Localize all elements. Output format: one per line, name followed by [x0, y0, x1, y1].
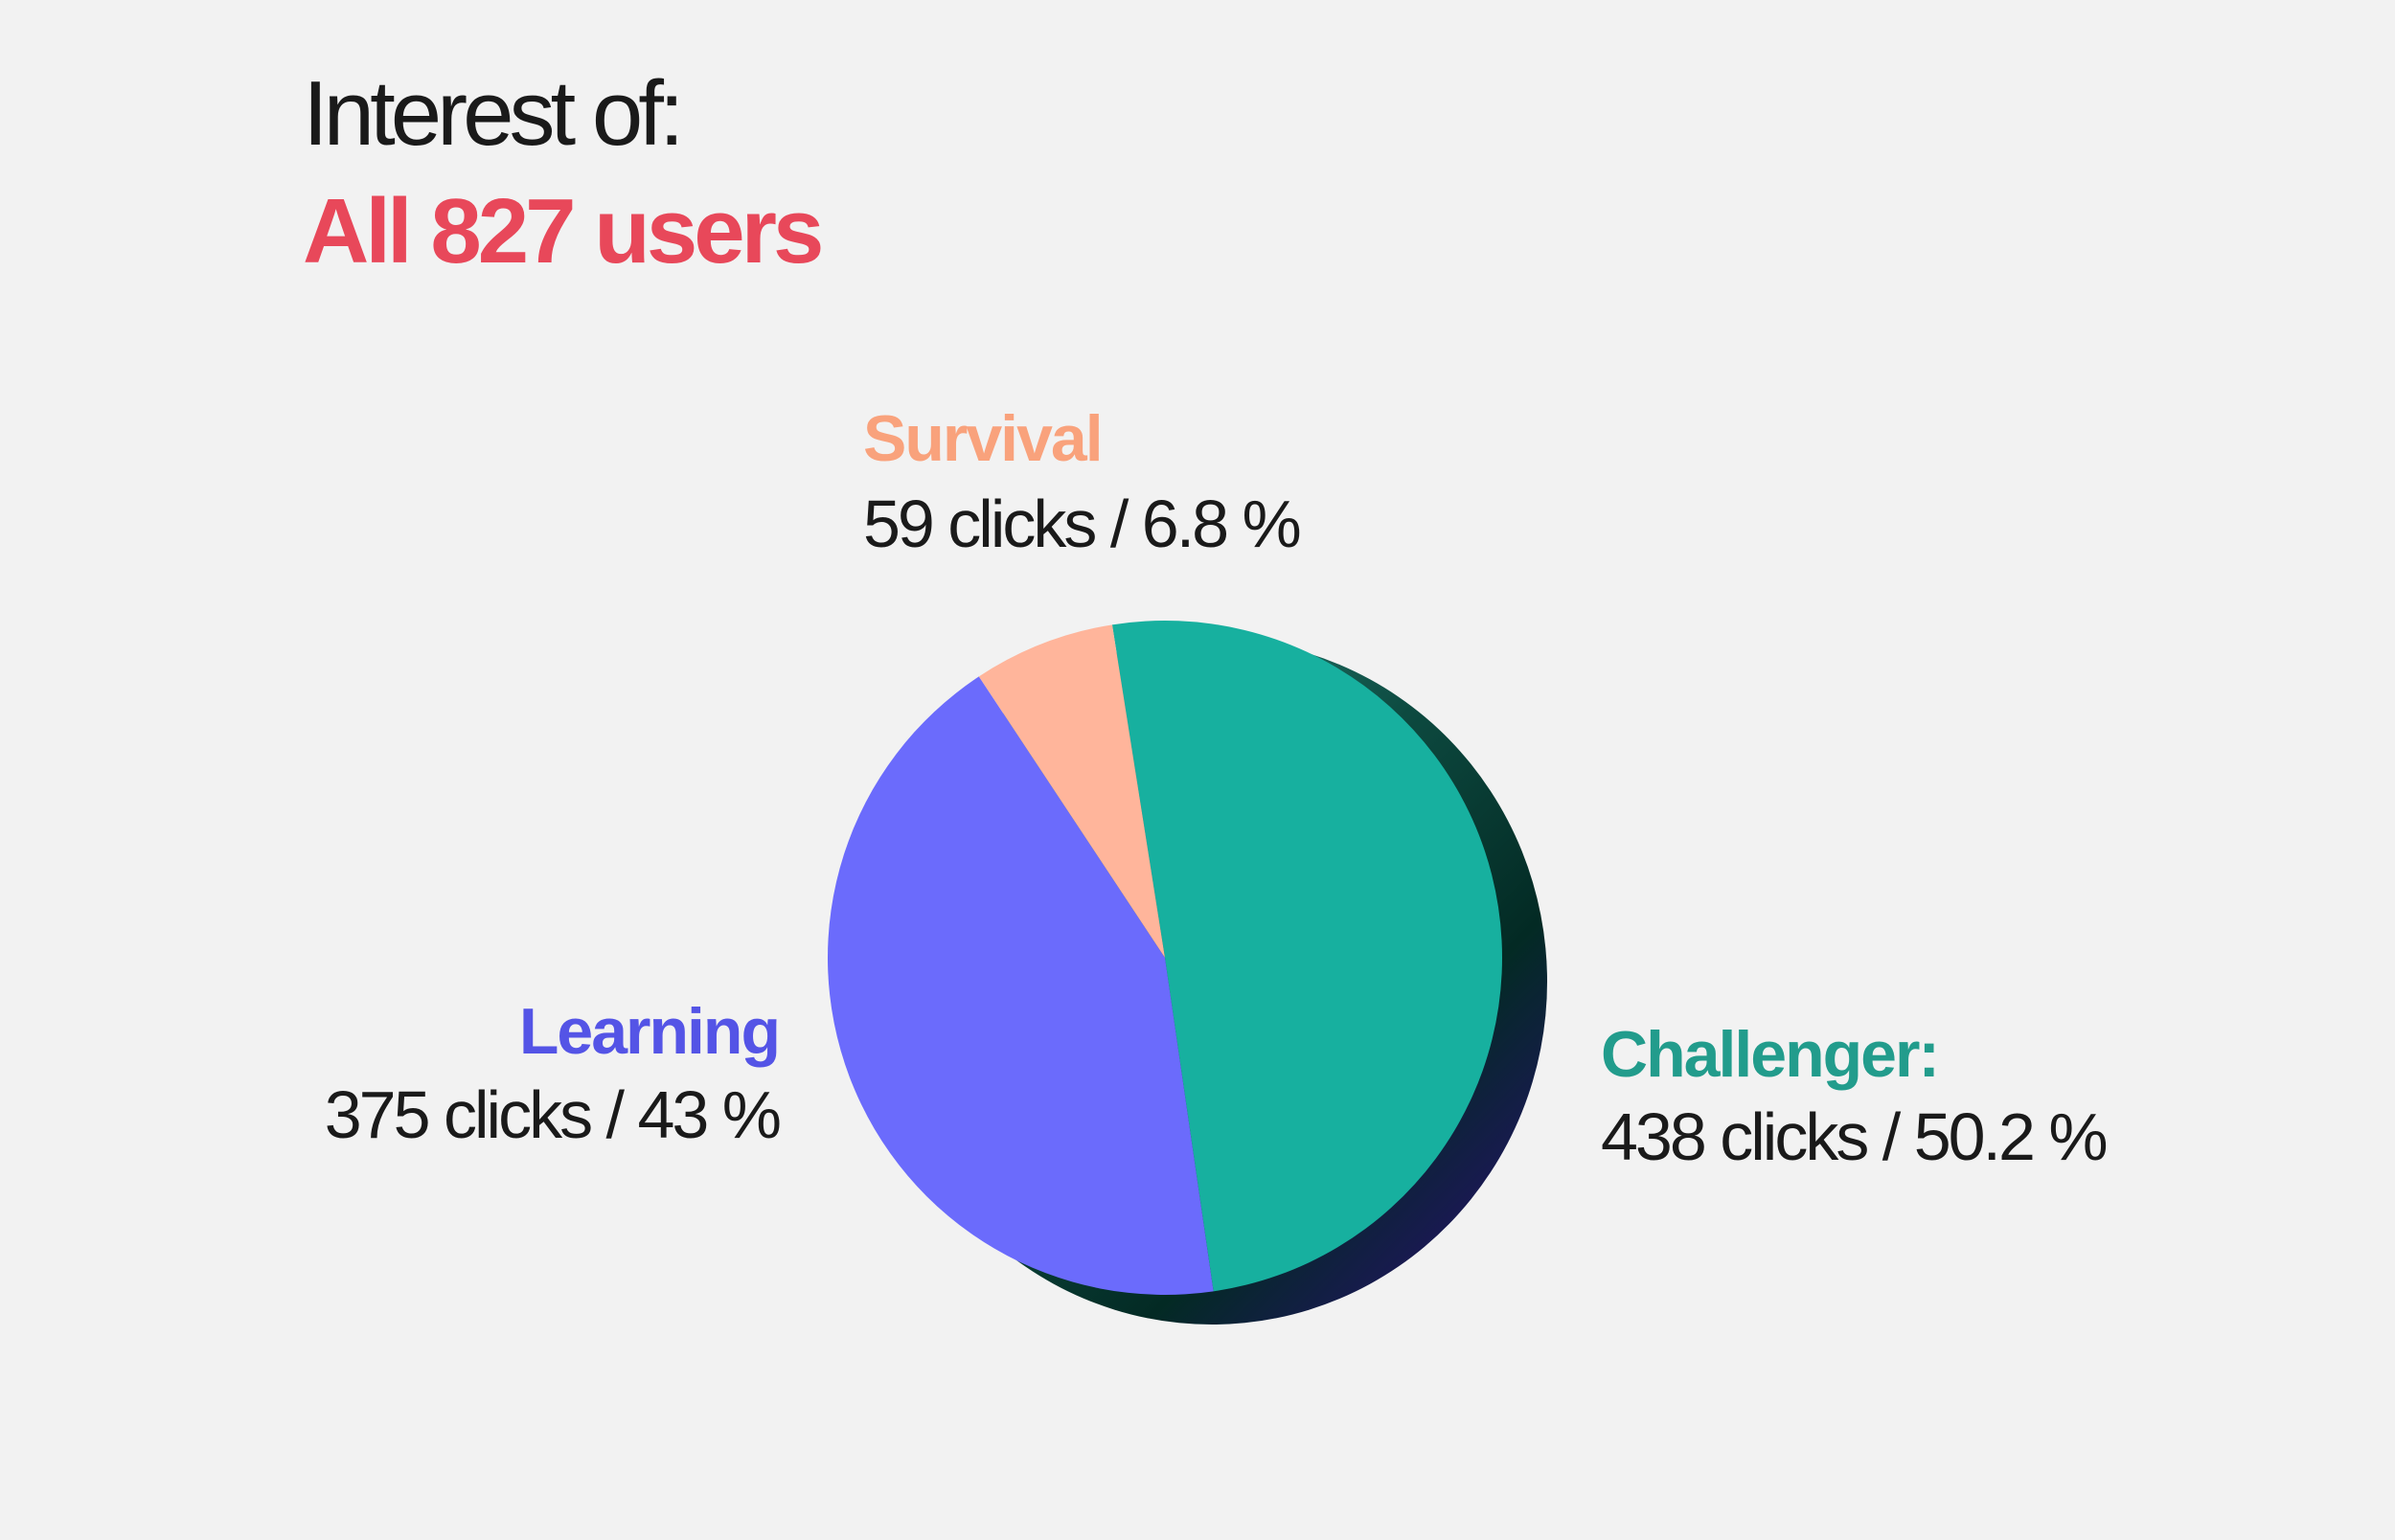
- value-label: 438 clicks / 50.2 %: [1601, 1099, 2106, 1174]
- category-label: Survival: [863, 402, 1102, 475]
- pie-slice: [828, 676, 1214, 1296]
- pie-slice: [978, 624, 1165, 958]
- value-label: 59 clicks / 6.8 %: [863, 487, 1300, 561]
- chart-title: Interest of:: [303, 62, 680, 165]
- labels: Challenger: 438 clicks / 50.2 % Learning 37…: [325, 402, 2110, 1174]
- chart-subtitle: All 827 users: [303, 180, 821, 283]
- category-label: Challenger:: [1601, 1018, 1938, 1091]
- pie: [828, 621, 1502, 1296]
- category-label: Learning: [519, 995, 779, 1068]
- value-label: 375 clicks / 43 %: [325, 1077, 780, 1152]
- pie-slice: [1111, 621, 1502, 1292]
